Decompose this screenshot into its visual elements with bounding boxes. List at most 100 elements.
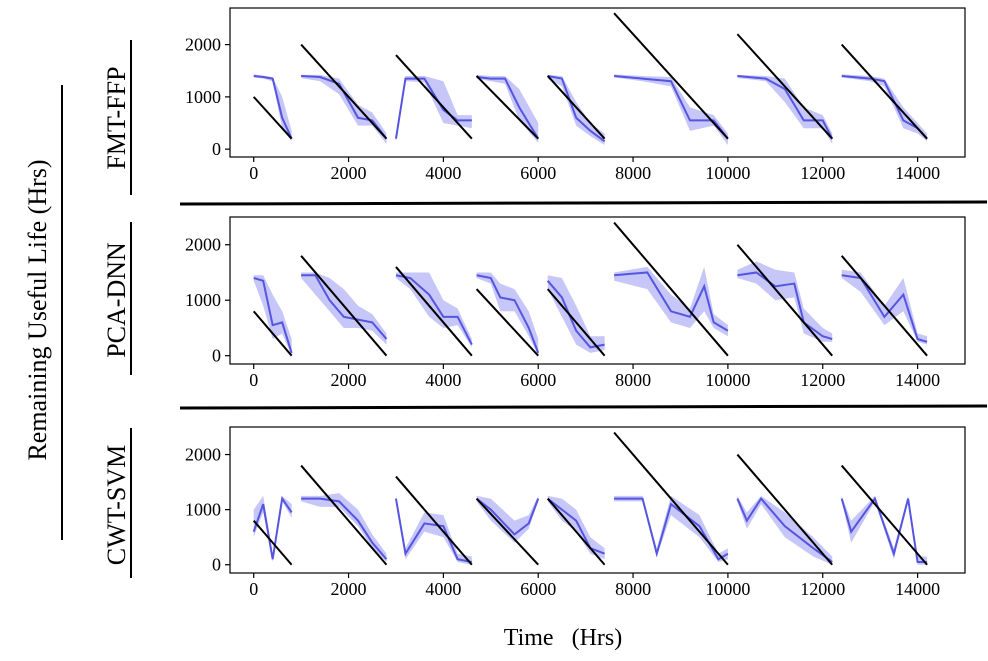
prediction-band-1-6 [737,261,833,342]
prediction-band-2-3 [476,495,539,543]
y-tick-label-1-2000: 2000 [185,235,221,255]
true-rul-line-0-1 [300,43,388,140]
x-tick-label-0-6000: 6000 [520,163,556,183]
x-tick-label-2-14000: 14000 [895,579,940,599]
true-rul-line-2-5 [613,431,729,566]
prediction-line-2-7 [840,496,928,563]
true-rul-line-0-3 [475,75,539,140]
x-tick-label-2-6000: 6000 [520,579,556,599]
true-rul-line-1-1 [300,255,388,357]
true-rul-line-0-2 [395,54,473,140]
x-tick-label-0-4000: 4000 [425,163,461,183]
axes-frame-1 [229,216,966,365]
x-tick-label-1-10000: 10000 [705,370,750,390]
y-tick-label-2-2000: 2000 [185,445,221,465]
prediction-line-0-5 [614,74,729,140]
prediction-line-2-5 [614,497,729,561]
prediction-line-2-4 [547,497,605,555]
true-rul-line-1-2 [395,266,473,357]
true-rul-line-1-5 [613,221,729,357]
row-label-fmt-ffp: FMT-FFP [102,66,131,169]
prediction-band-0-7 [841,74,928,142]
true-rul-line-2-4 [546,497,606,566]
prediction-line-1-0 [253,277,293,354]
true-rul-line-2-6 [736,453,833,566]
prediction-line-1-2 [395,274,473,346]
prediction-line-1-1 [301,274,388,340]
true-rul-line-0-0 [252,96,293,140]
prediction-line-0-2 [394,77,472,139]
true-rul-line-0-7 [840,43,928,140]
true-rul-line-1-0 [252,310,293,357]
prediction-line-0-3 [476,76,540,140]
true-rul-line-2-7 [840,464,928,566]
row-label-pca-dnn: PCA-DNN [102,242,131,358]
prediction-line-1-3 [476,274,540,354]
x-tick-label-1-4000: 4000 [425,370,461,390]
prediction-band-1-0 [253,275,292,356]
prediction-band-0-0 [253,74,292,142]
row-label-cwt-svm: CWT-SVM [102,445,131,565]
true-rul-line-2-2 [395,475,473,566]
true-rul-line-0-6 [736,33,833,140]
prediction-line-0-0 [253,74,293,140]
prediction-band-0-5 [614,74,728,145]
prediction-band-2-2 [395,495,472,565]
prediction-band-2-1 [301,493,387,562]
prediction-band-0-4 [547,74,605,145]
prediction-band-1-4 [547,275,605,353]
x-tick-label-0-0: 0 [249,163,258,183]
y-tick-label-2-1000: 1000 [185,500,221,520]
prediction-band-2-6 [737,495,833,565]
prediction-line-1-5 [614,271,729,332]
prediction-band-0-2 [395,75,472,142]
x-tick-label-1-8000: 8000 [615,370,651,390]
prediction-band-2-4 [547,495,605,560]
y-tick-label-0-1000: 1000 [185,87,221,107]
xlabel-main: Time (Hrs) [504,625,622,651]
x-tick-label-1-12000: 12000 [800,370,845,390]
y-tick-label-1-1000: 1000 [185,290,221,310]
prediction-band-1-5 [614,266,728,337]
x-tick-label-0-2000: 2000 [331,163,367,183]
prediction-band-1-1 [301,272,387,345]
prediction-line-2-6 [736,496,833,563]
x-tick-label-0-12000: 12000 [800,163,845,183]
x-tick-label-1-6000: 6000 [520,370,556,390]
axes-frame-0 [229,7,966,158]
x-tick-label-0-14000: 14000 [895,163,940,183]
x-tick-label-1-0: 0 [249,370,258,390]
axes-frame-2 [229,426,966,574]
prediction-band-2-0 [253,495,292,562]
prediction-line-0-4 [547,74,606,143]
prediction-band-0-6 [737,74,833,144]
prediction-line-2-0 [252,495,293,560]
row-separator-2 [179,404,988,410]
true-rul-line-1-3 [475,288,539,357]
prediction-line-2-2 [394,498,473,563]
prediction-line-1-7 [841,274,928,343]
prediction-band-2-7 [841,495,928,565]
x-tick-label-0-8000: 8000 [615,163,651,183]
panel-fmt-ffp: 0 2000 4000 6000 8000 10000 12000 14000 0 1000 200… [185,7,966,183]
true-rul-line-2-1 [300,464,388,566]
prediction-band-0-1 [301,74,387,144]
x-tick-label-2-4000: 4000 [425,579,461,599]
x-tick-label-2-10000: 10000 [705,579,750,599]
true-rul-line-1-7 [840,255,928,357]
prediction-band-1-3 [476,272,539,356]
x-tick-label-1-2000: 2000 [331,370,367,390]
true-rul-line-0-4 [546,75,606,140]
true-rul-line-1-4 [546,288,606,357]
row-separator-1 [179,200,988,206]
true-rul-line-1-6 [736,244,833,357]
prediction-line-0-6 [737,74,834,140]
y-tick-label-2-0: 0 [212,555,221,575]
prediction-line-0-1 [301,74,388,140]
true-rul-line-2-0 [252,520,293,566]
panel-pca-dnn: 0 2000 4000 6000 8000 10000 12000 14000 0 1000 200… [185,216,966,390]
y-tick-label-0-0: 0 [212,139,221,159]
prediction-line-2-3 [475,497,540,536]
true-rul-line-0-5 [613,12,729,140]
y-tick-label-0-2000: 2000 [185,35,221,55]
